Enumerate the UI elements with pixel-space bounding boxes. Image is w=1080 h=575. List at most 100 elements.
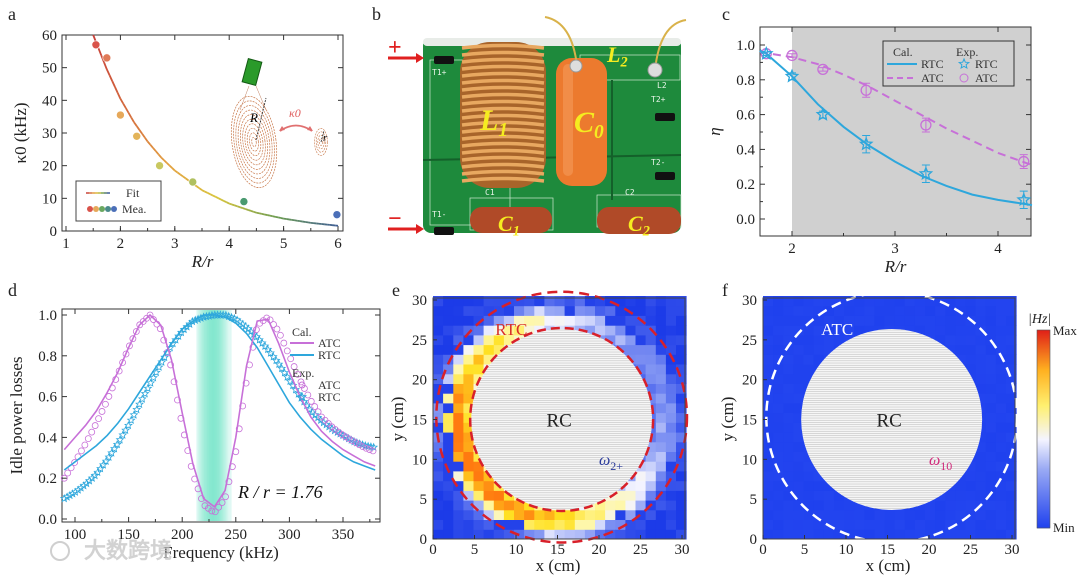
colorbar-segment xyxy=(1037,415,1050,417)
heatmap-cell xyxy=(793,519,804,530)
colorbar-segment xyxy=(1037,353,1050,355)
x-tick-label: 1 xyxy=(62,236,70,252)
colorbar-segment xyxy=(1037,361,1050,363)
exp-rtc-marker xyxy=(160,352,169,362)
heatmap-cell xyxy=(833,519,845,530)
heatmap-cell xyxy=(453,461,464,472)
heatmap-cell xyxy=(864,305,875,316)
heatmap-cell xyxy=(433,529,444,540)
heatmap-cell xyxy=(463,402,474,414)
silkscreen-label: T2+ xyxy=(651,95,666,104)
legend-mea-marker xyxy=(111,206,117,212)
highlight-band xyxy=(219,310,222,521)
heatmap-cell xyxy=(823,296,835,307)
heatmap-cell xyxy=(783,354,794,365)
heatmap-cell xyxy=(574,529,586,540)
highlight-band xyxy=(203,310,206,521)
heatmap-cell xyxy=(833,305,845,316)
highlight-band xyxy=(227,310,229,521)
mode-symbol: ω xyxy=(929,452,940,469)
x-tick-label: 25 xyxy=(963,542,978,558)
heatmap-cell xyxy=(554,305,566,316)
heatmap-cell xyxy=(473,480,485,491)
heatmap-cell xyxy=(645,354,657,365)
heatmap-cell xyxy=(813,305,825,316)
panel-label: f xyxy=(722,280,728,300)
panel-f-heatmap: 0 5 10 15 20 25 30 0 5 10 15 20 25 30 x (cm) y (cm) RC AT… xyxy=(718,290,1020,575)
colorbar-segment xyxy=(1037,385,1050,387)
error-bar xyxy=(788,53,796,58)
heatmap-cell xyxy=(985,422,997,433)
heatmap-cell xyxy=(773,373,784,384)
wire xyxy=(654,19,687,71)
heatmap-cell xyxy=(763,344,774,355)
heatmap-cell xyxy=(676,461,687,472)
heatmap-cell xyxy=(995,334,1007,346)
x-axis-label: x (cm) xyxy=(536,556,581,575)
heatmap-cell xyxy=(483,509,495,520)
heatmap-cell xyxy=(463,412,474,423)
heatmap-cell xyxy=(655,373,667,384)
colorbar-segment xyxy=(1037,518,1050,520)
header-pin xyxy=(655,113,675,121)
heatmap-cell xyxy=(665,519,677,530)
y-tick-label: 10 xyxy=(742,452,757,468)
heatmap-cell xyxy=(463,315,474,326)
exp-rtc-marker xyxy=(121,425,130,435)
heatmap-cell xyxy=(564,519,576,530)
lead xyxy=(255,85,267,111)
fit-curve-segment xyxy=(103,62,108,70)
legend-mea-label: Mea. xyxy=(122,202,146,216)
heatmap-cell xyxy=(645,296,657,307)
exp-rtc-marker xyxy=(96,464,105,473)
heatmap-cell xyxy=(955,529,966,540)
heatmap-cell xyxy=(955,315,966,326)
heatmap-cell xyxy=(635,500,647,511)
heatmap-cell xyxy=(1006,500,1017,511)
heatmap-cell xyxy=(605,529,616,540)
exp-atc-marker xyxy=(122,350,130,358)
colorbar-segment xyxy=(1037,363,1050,365)
heatmap-cell xyxy=(665,305,677,316)
heatmap-cell xyxy=(965,480,977,491)
heatmap-cell xyxy=(803,519,815,530)
colorbar-segment xyxy=(1037,489,1050,491)
y-axis-label: κ0 (kHz) xyxy=(11,103,30,164)
measured-point xyxy=(239,197,249,206)
heatmap-cell xyxy=(935,325,946,336)
heatmap-cell xyxy=(955,490,966,501)
heatmap-cell xyxy=(433,315,444,326)
heatmap-cell xyxy=(854,325,865,336)
heatmap-cell xyxy=(676,364,687,375)
heatmap-cell xyxy=(945,334,956,346)
highlight-band xyxy=(199,310,201,521)
exp-rtc-marker xyxy=(73,485,83,494)
colorbar-segment xyxy=(1037,376,1050,378)
heatmap-cell xyxy=(995,490,1007,501)
y-tick-label: 0.2 xyxy=(38,471,57,487)
small-coil-ring xyxy=(317,134,325,150)
colorbar-segment xyxy=(1037,421,1050,423)
y-tick-label: 0.8 xyxy=(38,349,57,365)
heatmap-cell xyxy=(965,461,977,472)
exp-atc-marker xyxy=(280,339,288,347)
heatmap-cell xyxy=(676,519,687,530)
exp-rtc-marker xyxy=(143,383,153,393)
heatmap-cell xyxy=(524,519,535,530)
fit-curve-segment xyxy=(223,200,227,204)
heatmap-cell xyxy=(665,500,677,511)
measured-point xyxy=(332,210,342,219)
panel-e-heatmap: 0 5 10 15 20 25 30 0 5 10 15 20 25 30 x (cm) y (cm) RC RT… xyxy=(388,290,690,575)
heatmap-cell xyxy=(453,422,464,433)
heatmap-cell xyxy=(625,480,636,491)
big-coil-ring xyxy=(240,114,268,170)
heatmap-cell xyxy=(763,364,774,375)
coil-winding xyxy=(461,120,545,127)
colorbar-segment xyxy=(1037,430,1050,432)
highlight-band xyxy=(220,310,223,521)
heatmap-cell xyxy=(554,296,566,307)
exp-rtc-marker xyxy=(168,338,178,348)
heatmap-cell xyxy=(965,305,977,316)
heatmap-cell xyxy=(655,412,667,423)
